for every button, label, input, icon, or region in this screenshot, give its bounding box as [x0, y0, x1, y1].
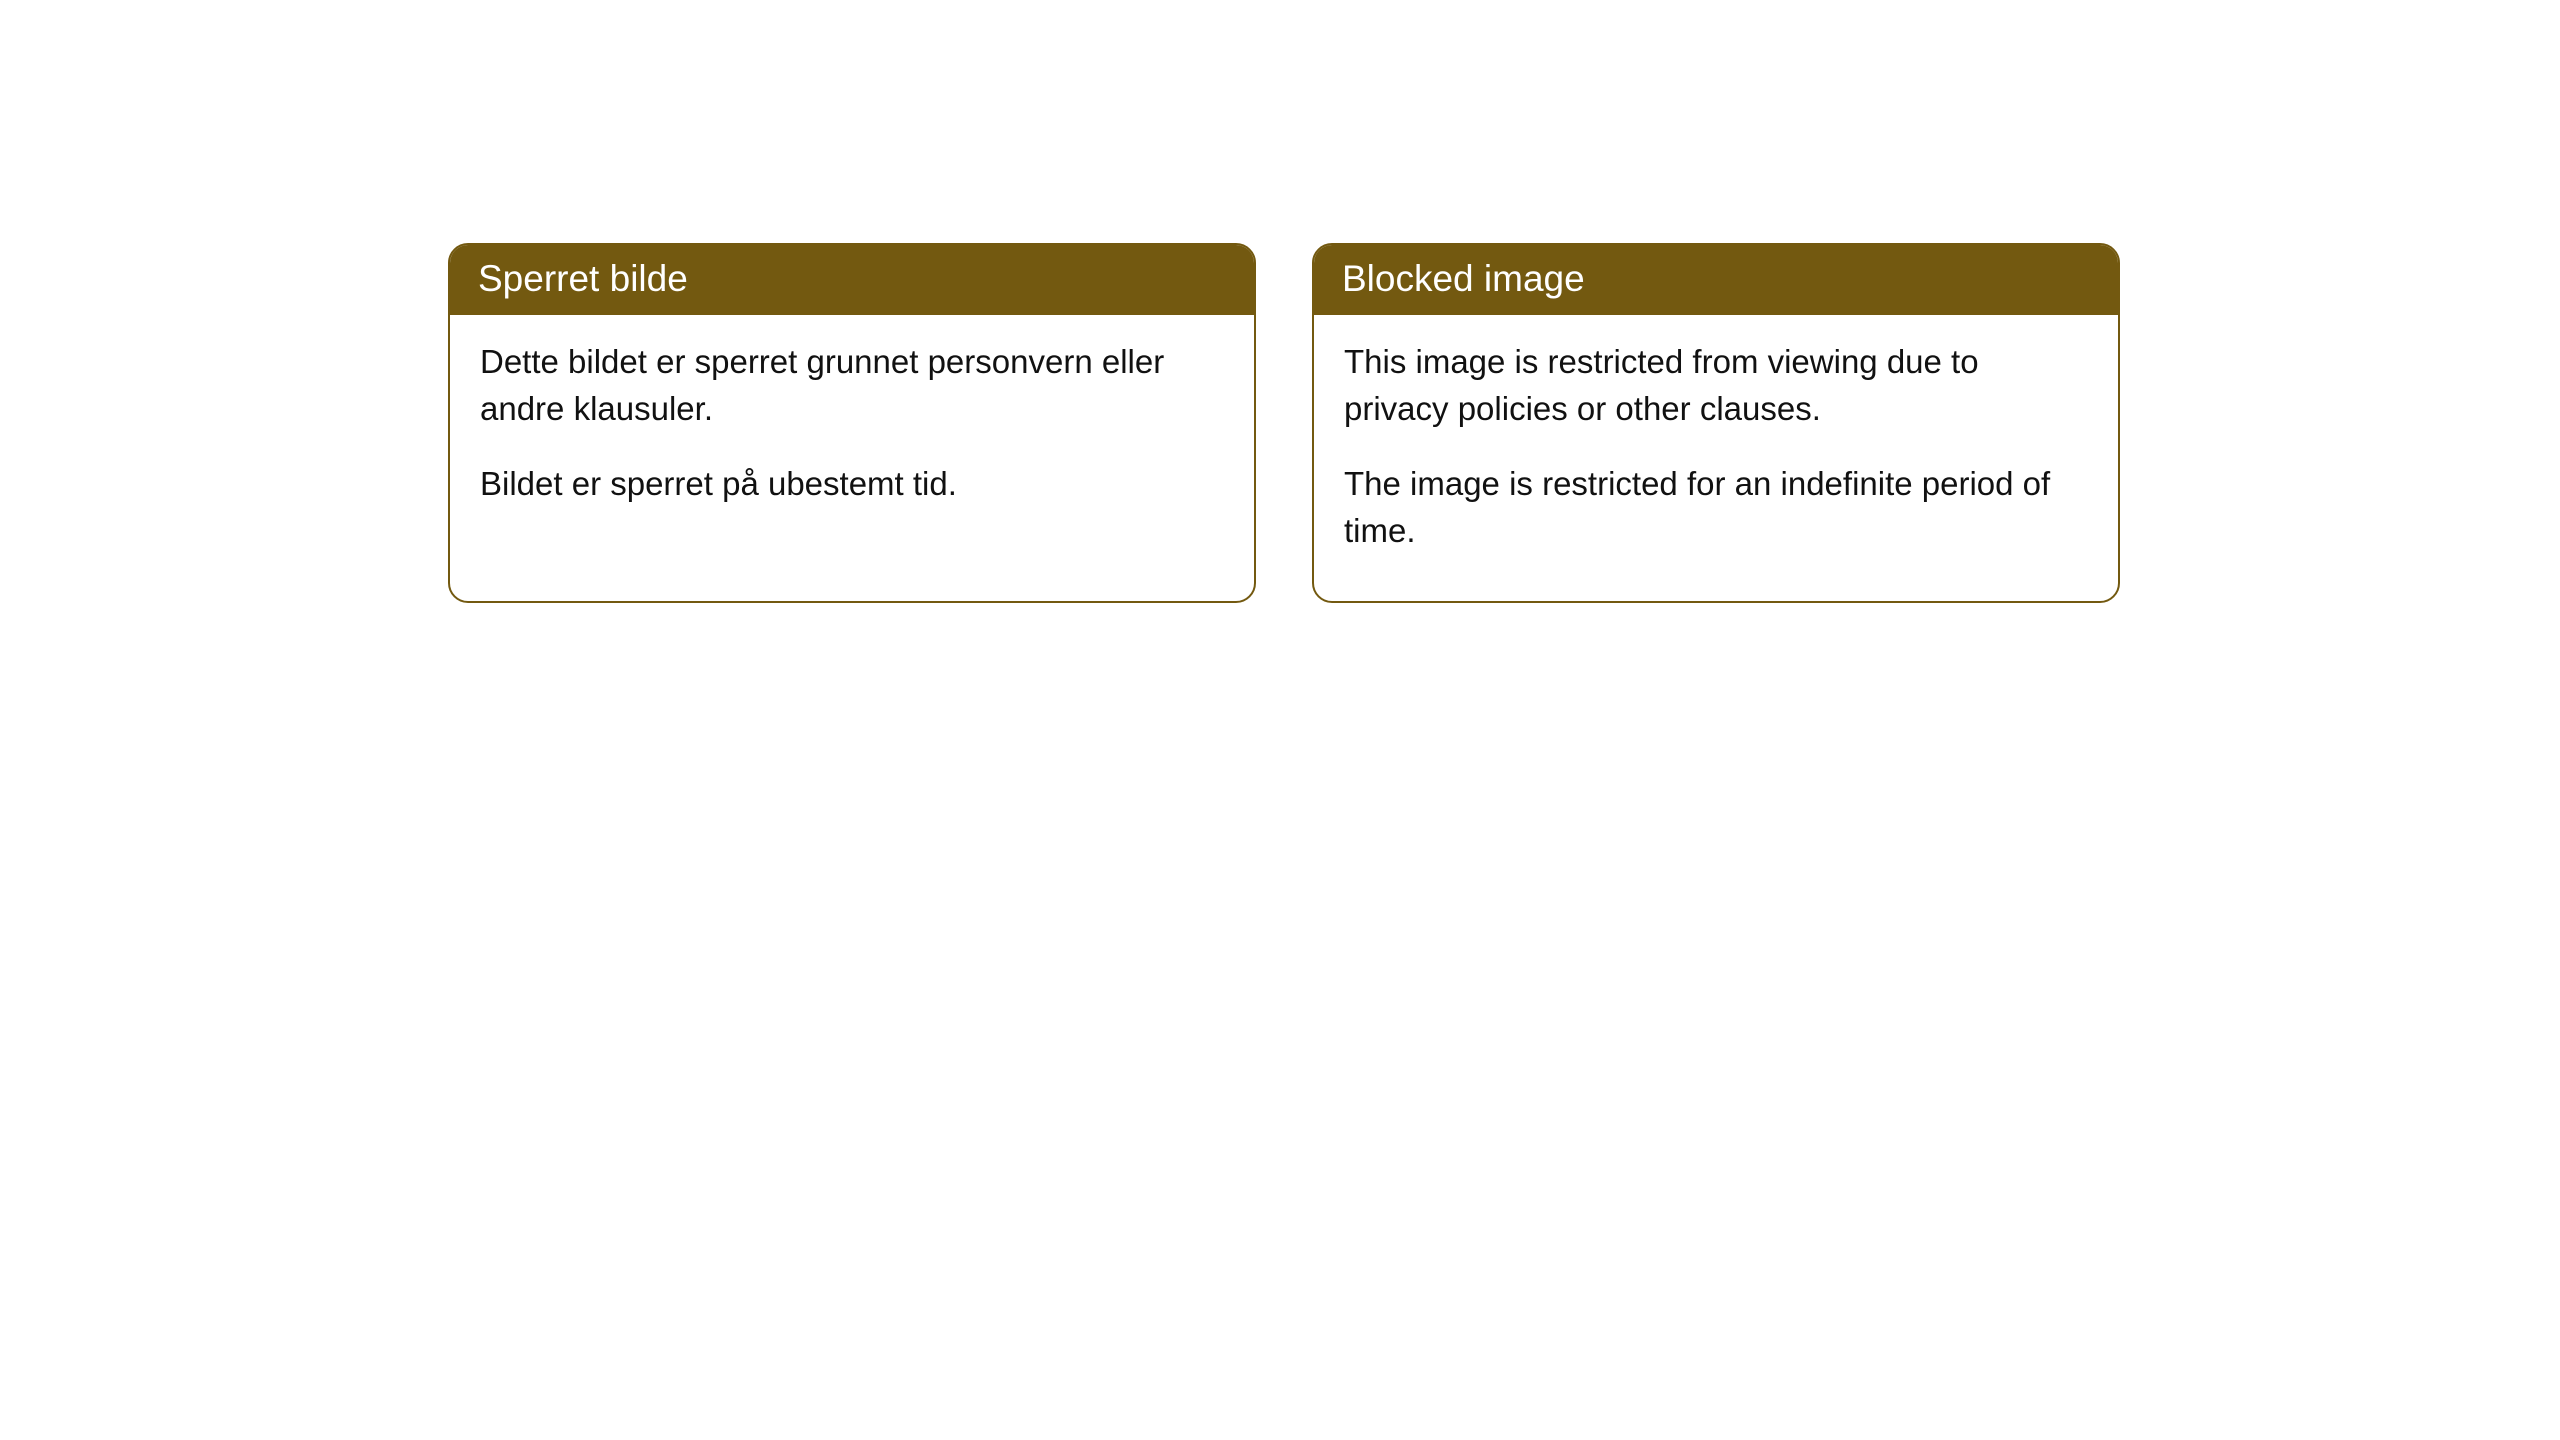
card-body: This image is restricted from viewing du… [1314, 315, 2118, 600]
card-paragraph-2: Bildet er sperret på ubestemt tid. [480, 461, 1224, 508]
blocked-image-card-english: Blocked image This image is restricted f… [1312, 243, 2120, 603]
cards-container: Sperret bilde Dette bildet er sperret gr… [448, 243, 2120, 603]
card-header: Blocked image [1314, 245, 2118, 315]
card-header: Sperret bilde [450, 245, 1254, 315]
card-paragraph-2: The image is restricted for an indefinit… [1344, 461, 2088, 555]
card-paragraph-1: This image is restricted from viewing du… [1344, 339, 2088, 433]
card-body: Dette bildet er sperret grunnet personve… [450, 315, 1254, 554]
card-paragraph-1: Dette bildet er sperret grunnet personve… [480, 339, 1224, 433]
blocked-image-card-norwegian: Sperret bilde Dette bildet er sperret gr… [448, 243, 1256, 603]
